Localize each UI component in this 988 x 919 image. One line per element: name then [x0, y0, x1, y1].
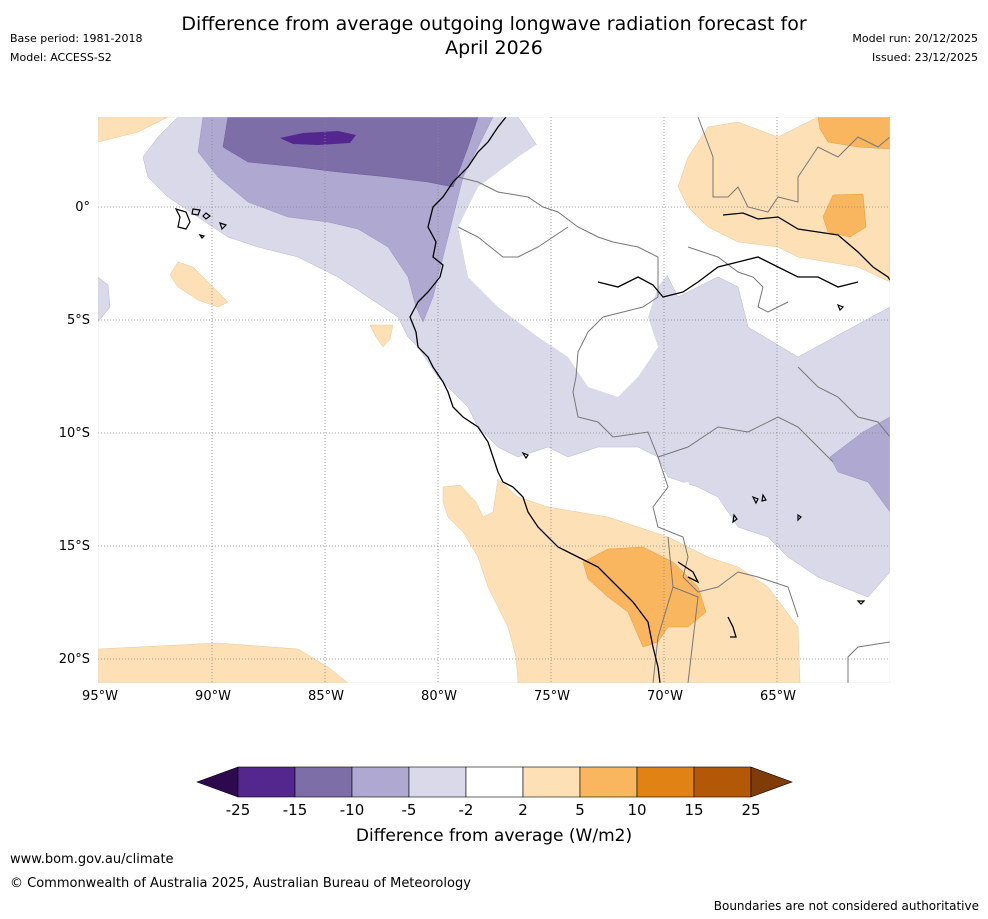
anomaly-neutral [458, 137, 696, 512]
lat-label-10s: 10°S [58, 426, 90, 441]
colorbar-tick: -5 [401, 801, 417, 819]
colorbar-bin [636, 766, 695, 798]
issued-date: Issued: 23/12/2025 [871, 51, 978, 64]
country-borders [457, 117, 890, 683]
colorbar-bin [237, 766, 296, 798]
lon-label-65w: 65°W [760, 689, 796, 704]
anomaly-medium-orange [582, 117, 890, 648]
lat-label-5s: 5°S [66, 313, 90, 328]
graticule [98, 117, 890, 683]
islands [174, 208, 866, 605]
footer-disclaimer: Boundaries are not considered authoritat… [713, 899, 979, 913]
model-name: Model: ACCESS-S2 [10, 51, 112, 64]
lat-label-15s: 15°S [58, 539, 90, 554]
lon-label-95w: 95°W [82, 689, 118, 704]
colorbar-tick: 10 [627, 801, 647, 819]
base-period: Base period: 1981-2018 [10, 32, 143, 45]
colorbar-bin [351, 766, 410, 798]
lat-label-0: 0° [75, 200, 90, 215]
colorbar-label: Difference from average (W/m2) [355, 826, 633, 846]
coastline [409, 117, 890, 683]
colorbar-tick: -25 [225, 801, 251, 819]
lon-label-80w: 80°W [421, 689, 457, 704]
colorbar-tick: 15 [684, 801, 704, 819]
lat-label-20s: 20°S [58, 652, 90, 667]
colorbar-tick: -15 [282, 801, 308, 819]
lon-label-85w: 85°W [308, 689, 344, 704]
colorbar-bin [579, 766, 638, 798]
colorbar-bin [522, 766, 581, 798]
colorbar-tick: 2 [518, 801, 528, 819]
model-run: Model run: 20/12/2025 [852, 32, 978, 45]
footer-url[interactable]: www.bom.gov.au/climate [10, 852, 174, 867]
map-title-line1: Difference from average outgoing longwav… [181, 13, 807, 35]
colorbar-tick: 5 [575, 801, 585, 819]
colorbar-bin [693, 766, 752, 798]
colorbar-extend-high [750, 766, 793, 798]
colorbar-tick: -10 [339, 801, 365, 819]
colorbar-tick: 25 [741, 801, 761, 819]
footer-copyright: © Commonwealth of Australia 2025, Austra… [10, 876, 471, 891]
anomaly-dark-purple [222, 117, 479, 188]
colorbar [196, 766, 793, 798]
map-title: Difference from average outgoing longwav… [0, 12, 988, 60]
colorbar-bin [465, 766, 524, 798]
anomaly-deep-purple [280, 131, 356, 145]
lon-label-90w: 90°W [195, 689, 231, 704]
map-panel [98, 117, 890, 683]
lon-label-70w: 70°W [647, 689, 683, 704]
colorbar-extend-low [196, 766, 239, 798]
colorbar-tick: -2 [458, 801, 474, 819]
map-title-line2: April 2026 [445, 37, 543, 59]
lon-label-75w: 75°W [534, 689, 570, 704]
colorbar-bin [294, 766, 353, 798]
colorbar-bin [408, 766, 467, 798]
